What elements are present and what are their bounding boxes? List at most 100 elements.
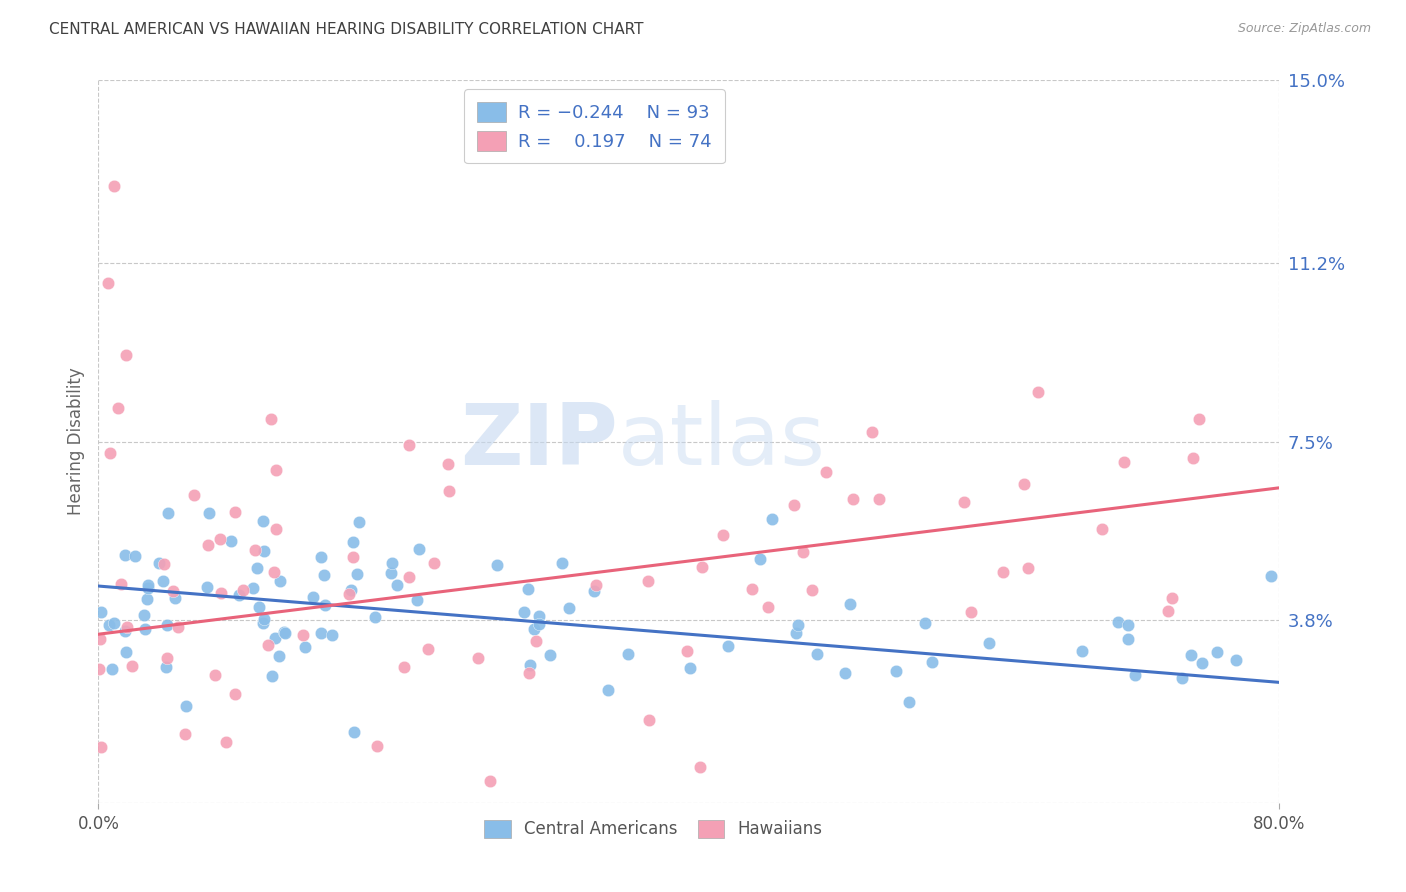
Point xyxy=(242,581,264,595)
Point xyxy=(157,507,180,521)
Y-axis label: Hearing Disability: Hearing Disability xyxy=(66,368,84,516)
Point xyxy=(1116,618,1139,632)
Point xyxy=(347,515,370,529)
Point xyxy=(953,495,976,509)
Point xyxy=(436,457,458,471)
Point xyxy=(302,590,325,604)
Point xyxy=(264,522,287,536)
Point xyxy=(1191,656,1213,670)
Point xyxy=(761,512,783,526)
Point xyxy=(90,739,112,754)
Point xyxy=(860,425,883,440)
Point xyxy=(1171,671,1194,685)
Point xyxy=(517,666,540,681)
Point xyxy=(117,620,139,634)
Point xyxy=(183,488,205,502)
Point xyxy=(406,593,429,607)
Point xyxy=(246,561,269,575)
Point xyxy=(1180,648,1202,663)
Point xyxy=(174,699,197,714)
Point xyxy=(1091,522,1114,536)
Point xyxy=(204,668,226,682)
Text: CENTRAL AMERICAN VS HAWAIIAN HEARING DISABILITY CORRELATION CHART: CENTRAL AMERICAN VS HAWAIIAN HEARING DIS… xyxy=(49,22,644,37)
Point xyxy=(260,412,283,426)
Point xyxy=(585,578,607,592)
Point xyxy=(215,734,238,748)
Point xyxy=(1157,604,1180,618)
Point xyxy=(256,638,278,652)
Point xyxy=(114,624,136,638)
Point xyxy=(785,626,807,640)
Point xyxy=(748,552,770,566)
Point xyxy=(364,610,387,624)
Point xyxy=(558,600,581,615)
Point xyxy=(1161,591,1184,605)
Point xyxy=(153,558,176,572)
Point xyxy=(134,622,156,636)
Point xyxy=(309,550,332,565)
Point xyxy=(617,647,640,661)
Point xyxy=(921,655,943,669)
Point xyxy=(209,585,232,599)
Point xyxy=(478,773,501,788)
Point xyxy=(228,588,250,602)
Point xyxy=(342,535,364,549)
Point xyxy=(273,624,295,639)
Point xyxy=(596,683,619,698)
Point xyxy=(252,615,274,630)
Point xyxy=(198,506,221,520)
Point xyxy=(1070,644,1092,658)
Point xyxy=(294,640,316,655)
Point xyxy=(321,628,343,642)
Point xyxy=(114,548,136,562)
Point xyxy=(638,714,661,728)
Point xyxy=(538,648,561,662)
Point xyxy=(842,492,865,507)
Point xyxy=(148,556,170,570)
Point xyxy=(814,465,837,479)
Point xyxy=(678,660,700,674)
Point xyxy=(676,644,699,658)
Point xyxy=(156,651,179,665)
Point xyxy=(519,657,541,672)
Point xyxy=(416,642,439,657)
Point xyxy=(692,560,714,574)
Point xyxy=(90,605,112,619)
Point xyxy=(977,636,1000,650)
Point xyxy=(89,632,111,646)
Point xyxy=(155,659,177,673)
Text: Source: ZipAtlas.com: Source: ZipAtlas.com xyxy=(1237,22,1371,36)
Point xyxy=(232,582,254,597)
Point xyxy=(224,505,246,519)
Point xyxy=(98,446,121,460)
Point xyxy=(467,650,489,665)
Point xyxy=(529,617,551,632)
Point xyxy=(741,582,763,596)
Text: ZIP: ZIP xyxy=(460,400,619,483)
Point xyxy=(756,599,779,614)
Point xyxy=(991,565,1014,579)
Point xyxy=(115,348,138,362)
Point xyxy=(513,605,536,619)
Point xyxy=(792,545,814,559)
Point xyxy=(914,615,936,630)
Point xyxy=(121,658,143,673)
Point xyxy=(637,574,659,588)
Point xyxy=(132,607,155,622)
Point xyxy=(551,556,574,570)
Point xyxy=(838,598,860,612)
Point xyxy=(806,647,828,661)
Point xyxy=(398,570,420,584)
Point xyxy=(381,556,404,570)
Point xyxy=(314,599,336,613)
Point xyxy=(366,739,388,754)
Point xyxy=(868,491,890,506)
Point xyxy=(110,576,132,591)
Point xyxy=(247,599,270,614)
Point xyxy=(437,484,460,499)
Point xyxy=(274,625,297,640)
Point xyxy=(1225,652,1247,666)
Point xyxy=(163,591,186,605)
Point xyxy=(103,179,125,194)
Point xyxy=(337,587,360,601)
